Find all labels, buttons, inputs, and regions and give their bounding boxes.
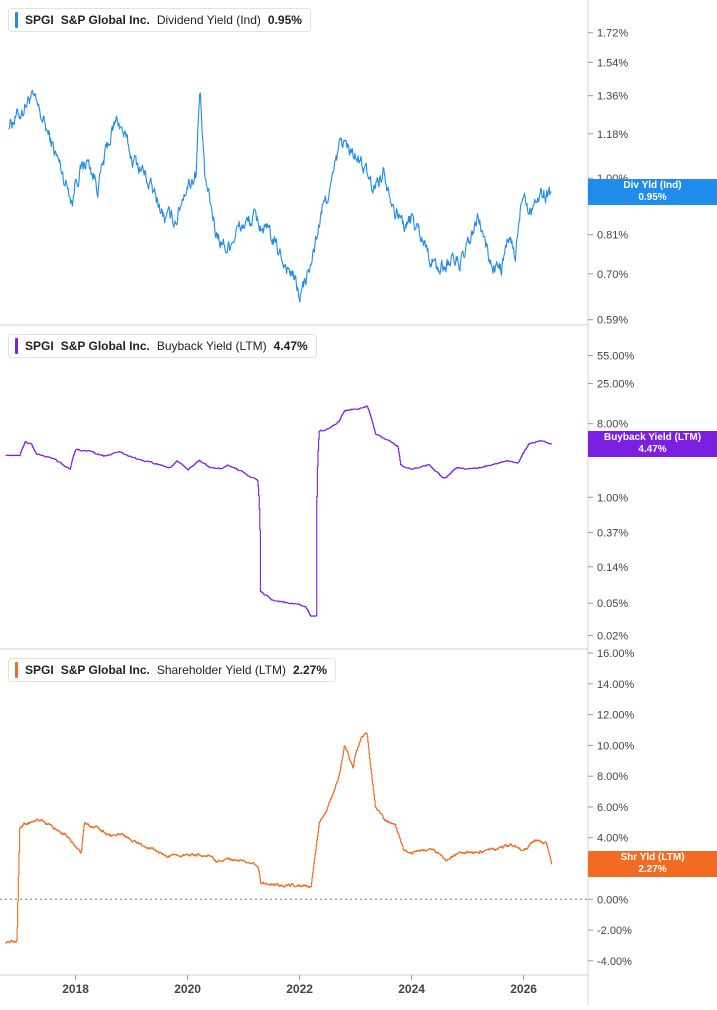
legend-buyback-yield[interactable]: SPGI S&P Global Inc. Buyback Yield (LTM)…: [8, 334, 317, 358]
current-value-tag-buyback: Buyback Yield (LTM) 4.47%: [588, 431, 717, 458]
x-tick-label: 2022: [286, 982, 313, 996]
y-tick-label: -2.00%: [597, 925, 632, 937]
legend-swatch: [15, 338, 18, 354]
legend-company: S&P Global Inc.: [60, 13, 150, 27]
tag-value: 4.47%: [638, 444, 667, 456]
legend-metric: Dividend Yield (Ind): [156, 13, 261, 27]
y-tick-label: 0.37%: [597, 527, 628, 539]
y-tick-label: 0.00%: [597, 894, 628, 906]
x-tick-label: 2018: [62, 982, 89, 996]
legend-metric: Buyback Yield (LTM): [156, 339, 267, 353]
tag-value: 2.27%: [638, 864, 667, 876]
y-tick-label: 0.81%: [597, 230, 628, 242]
legend-value: 0.95%: [267, 13, 302, 27]
legend-value: 4.47%: [273, 339, 308, 353]
y-tick-label: 8.00%: [597, 419, 628, 431]
legend-dividend-yield[interactable]: SPGI S&P Global Inc. Dividend Yield (Ind…: [8, 8, 311, 32]
y-tick-label: 25.00%: [597, 378, 635, 390]
y-tick-label: 1.36%: [597, 91, 628, 103]
y-tick-label: 0.14%: [597, 562, 628, 574]
legend-ticker: SPGI: [25, 339, 54, 353]
y-tick-label: 1.54%: [597, 57, 628, 69]
legend-ticker: SPGI: [25, 663, 54, 677]
y-tick-label: 8.00%: [597, 771, 628, 783]
tag-label: Div Yld (Ind): [623, 179, 682, 191]
legend-swatch: [15, 12, 18, 28]
y-tick-label: 0.02%: [597, 631, 628, 643]
series-line: [8, 89, 552, 303]
legend-company: S&P Global Inc.: [60, 663, 150, 677]
legend-ticker: SPGI: [25, 13, 54, 27]
y-tick-label: -4.00%: [597, 956, 632, 968]
y-tick-label: 1.00%: [597, 492, 628, 504]
legend-value: 2.27%: [293, 663, 328, 677]
y-tick-label: 10.00%: [597, 740, 635, 752]
current-value-tag-shareholder: Shr Yld (LTM) 2.27%: [588, 851, 717, 878]
legend-metric: Shareholder Yield (LTM): [156, 663, 286, 677]
y-tick-label: 14.00%: [597, 679, 635, 691]
x-tick-label: 2026: [510, 982, 537, 996]
y-tick-label: 1.72%: [597, 28, 628, 40]
tag-value: 0.95%: [638, 191, 667, 203]
x-tick-label: 2024: [398, 982, 425, 996]
y-tick-label: 6.00%: [597, 802, 628, 814]
series-line: [5, 405, 553, 617]
legend-shareholder-yield[interactable]: SPGI S&P Global Inc. Shareholder Yield (…: [8, 658, 337, 682]
y-tick-label: 16.00%: [597, 648, 635, 660]
y-tick-label: 1.18%: [597, 129, 628, 141]
legend-swatch: [15, 662, 18, 678]
y-tick-label: 55.00%: [597, 351, 635, 363]
y-tick-label: 12.00%: [597, 710, 635, 722]
legend-company: S&P Global Inc.: [60, 339, 150, 353]
tag-label: Buyback Yield (LTM): [603, 432, 702, 444]
y-tick-label: 4.00%: [597, 833, 628, 845]
series-line: [5, 732, 553, 944]
tag-label: Shr Yld (LTM): [620, 852, 685, 864]
x-tick-label: 2020: [174, 982, 201, 996]
y-tick-label: 0.59%: [597, 315, 628, 327]
current-value-tag-dividend: Div Yld (Ind) 0.95%: [588, 178, 717, 205]
y-tick-label: 0.70%: [597, 269, 628, 281]
y-tick-label: 0.05%: [597, 598, 628, 610]
